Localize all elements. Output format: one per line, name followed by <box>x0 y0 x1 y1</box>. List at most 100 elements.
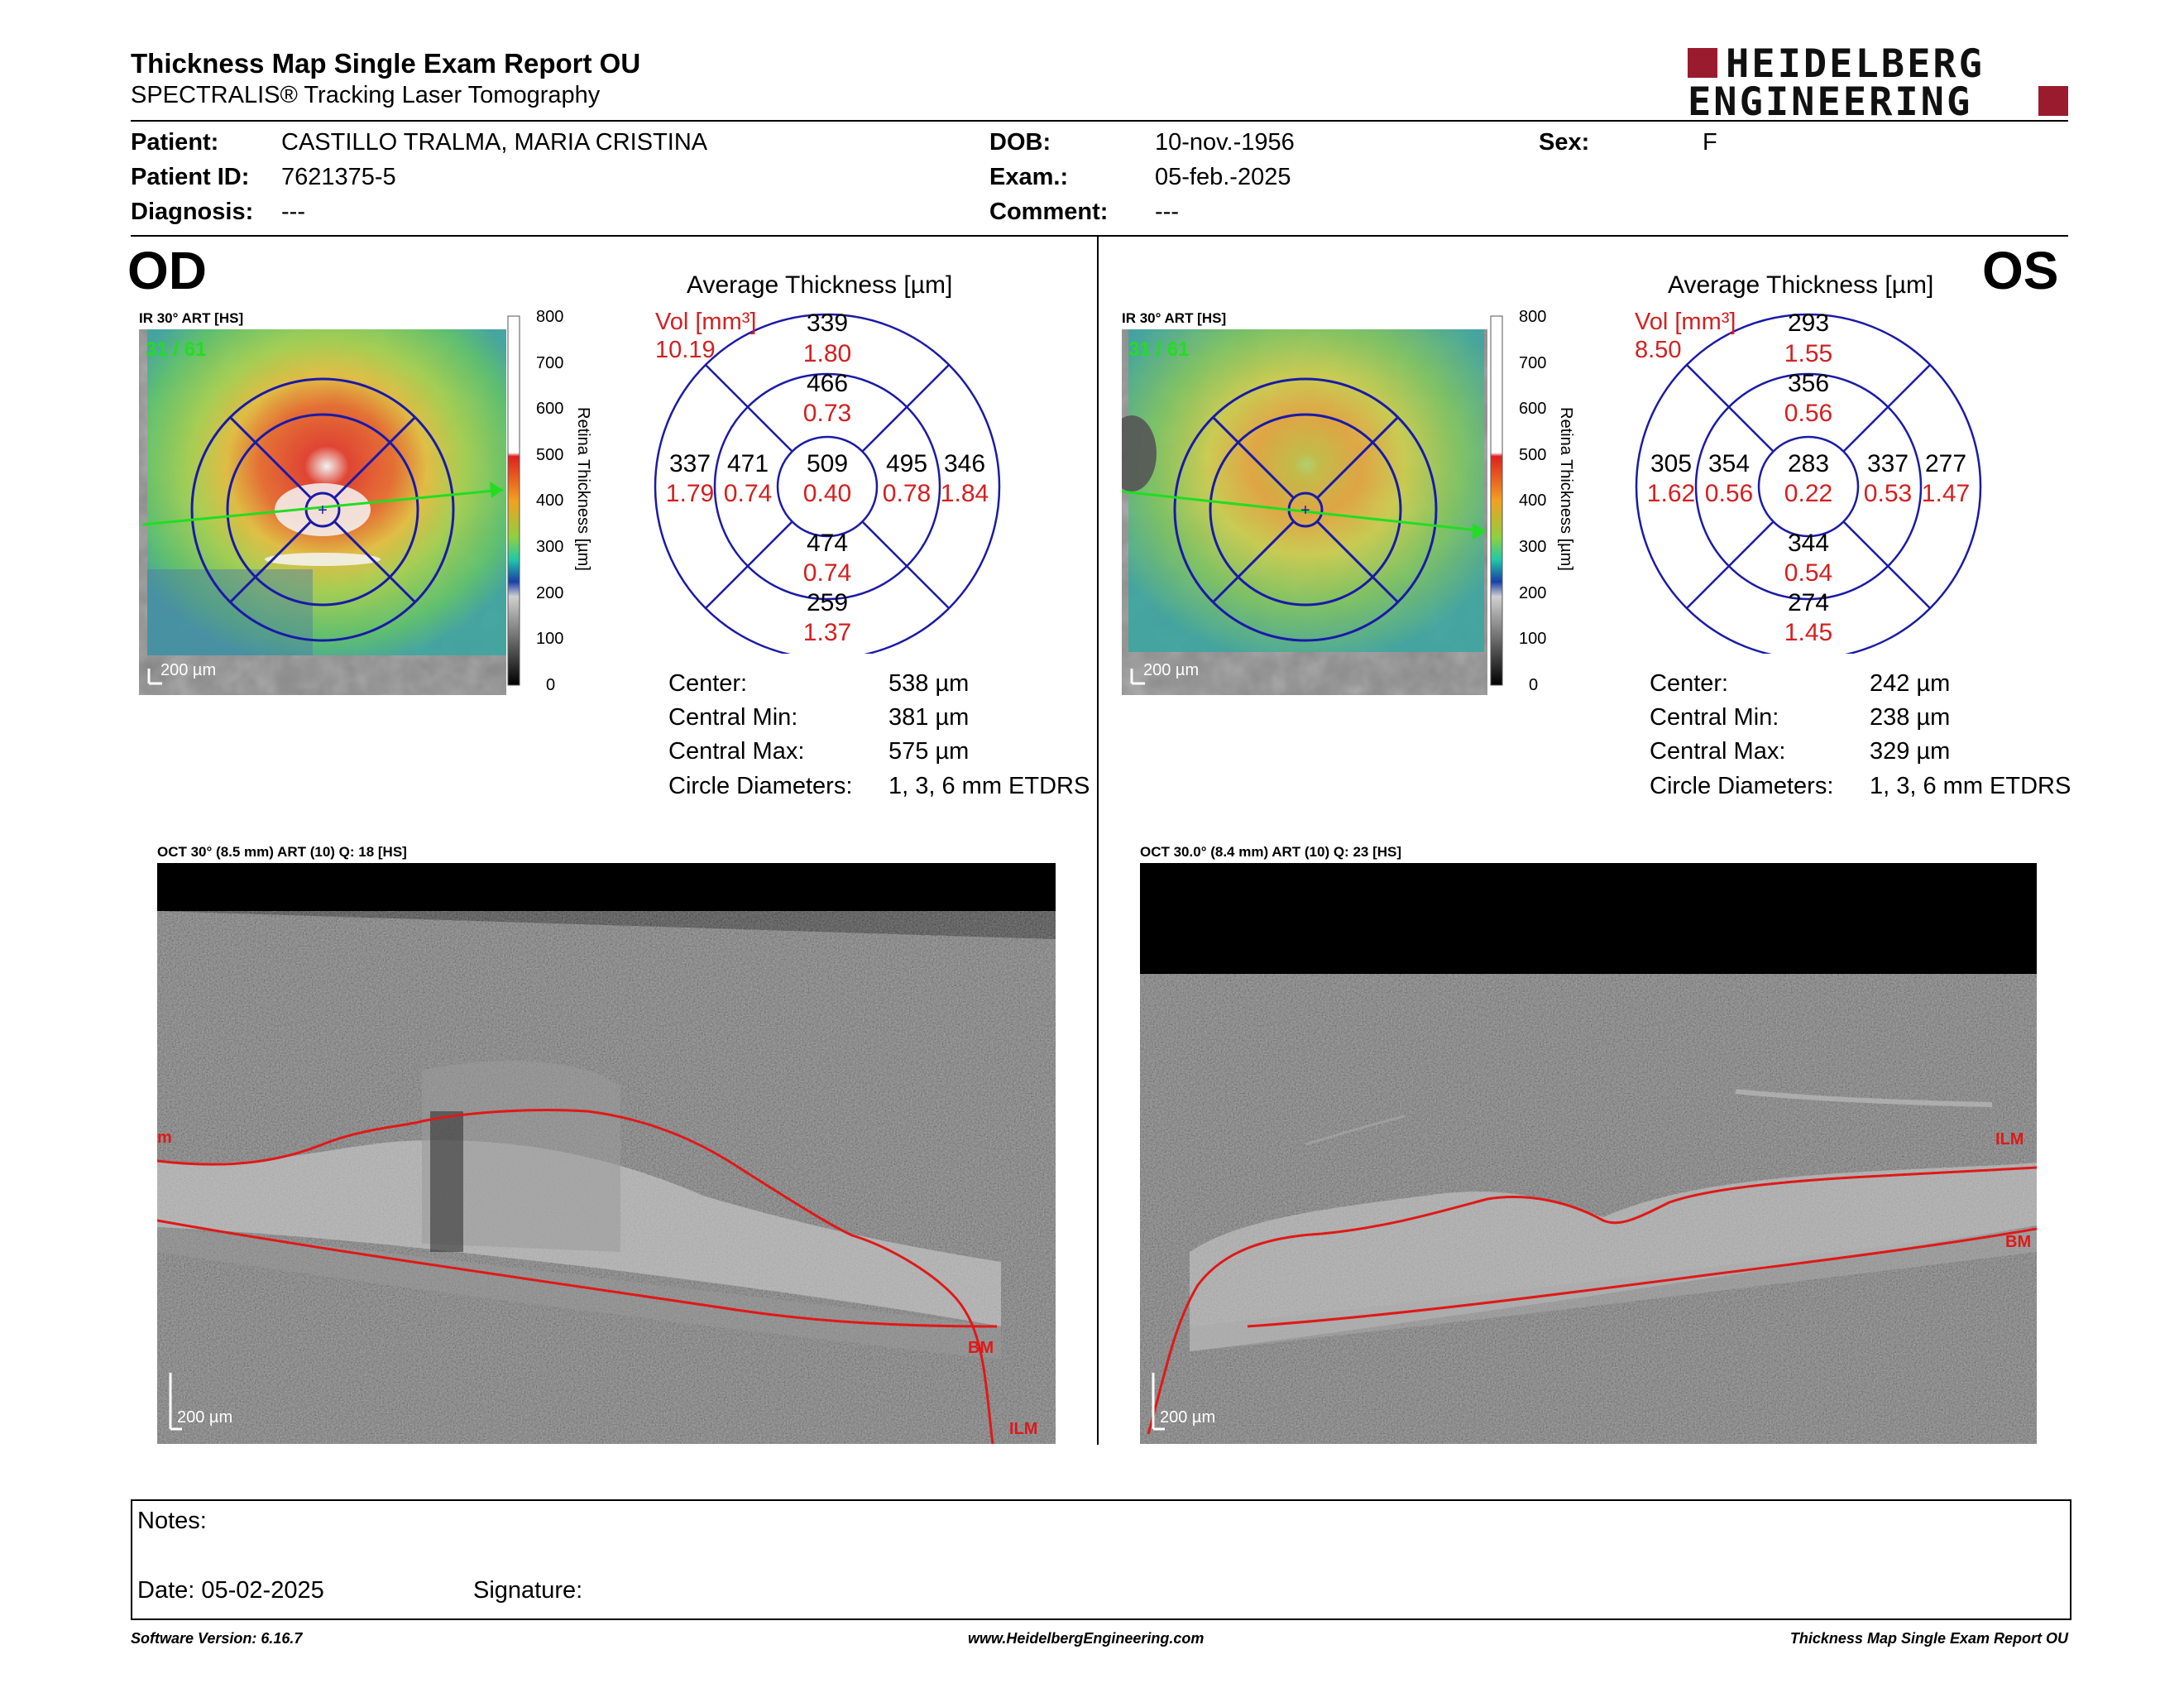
os-thickness-map: + 31 / 61 200 µm <box>1122 329 1487 695</box>
os-cbar-tick-0: 0 <box>1529 676 1538 694</box>
od-cbar-tick-500: 500 <box>536 446 563 464</box>
logo-line-1: HEIDELBERG <box>1726 41 1985 87</box>
os-cbar-label: Retina Thickness [µm] <box>1557 407 1575 571</box>
os-cbar-tick-700: 700 <box>1519 354 1546 372</box>
header-divider <box>131 120 2068 122</box>
os-vol-value: 8.50 <box>1635 337 1682 363</box>
od-cbar-tick-100: 100 <box>536 630 563 648</box>
od-inner-left-volume: 0.74 <box>724 480 772 507</box>
footer-report-title: Thickness Map Single Exam Report OU <box>1789 1630 2068 1647</box>
website-link[interactable]: www.HeidelbergEngineering.com <box>968 1630 1205 1647</box>
eye-divider <box>1097 237 1099 1445</box>
od-center-volume: 0.40 <box>803 480 851 507</box>
os-outer-sup-volume: 1.55 <box>1784 340 1832 367</box>
od-cbar-tick-0: 0 <box>546 676 555 694</box>
os-vol-label: Vol [mm³] <box>1635 309 1736 335</box>
od-cbar-tick-300: 300 <box>536 538 563 556</box>
notes-label: Notes: <box>137 1508 207 1534</box>
patient-label: Patient: <box>131 129 219 156</box>
od-inner-sup-thickness: 466 <box>807 370 848 397</box>
os-cbar-tick-300: 300 <box>1519 538 1546 556</box>
od-oct-title: OCT 30° (8.5 mm) ART (10) Q: 18 [HS] <box>157 844 407 860</box>
os-cbar-tick-400: 400 <box>1519 492 1546 510</box>
od-cbar-tick-800: 800 <box>536 308 563 326</box>
od-outer-left-volume: 1.79 <box>666 480 714 507</box>
od-center-value: 538 µm <box>888 670 970 697</box>
od-outer-right-thickness: 346 <box>944 450 985 477</box>
od-avg-title: Average Thickness [µm] <box>687 271 953 299</box>
os-circ-label: Circle Diameters: <box>1650 773 1834 799</box>
diagnosis-value: --- <box>281 199 305 225</box>
od-cbar-label: Retina Thickness [µm] <box>574 407 592 571</box>
od-circ-label: Circle Diameters: <box>668 773 853 799</box>
os-cmax-label: Central Max: <box>1650 738 1786 765</box>
patient-id-value: 7621375-5 <box>281 164 396 190</box>
os-volume-block: Vol [mm³] 8.50 <box>1635 308 1736 364</box>
od-cmin-value: 381 µm <box>888 704 970 731</box>
os-inner-inf-volume: 0.54 <box>1784 559 1832 587</box>
os-cbar-tick-200: 200 <box>1519 584 1546 602</box>
os-etdrs-grid: 293 1.55 356 0.56 283 0.22 354 0.56 337 … <box>1635 309 1982 654</box>
patient-id-label: Patient ID: <box>131 164 250 190</box>
od-ilm-left-label: m <box>157 1129 172 1147</box>
od-oct-bscan: m BM ILM 200 µm <box>157 863 1056 1444</box>
sex-value: F <box>1703 129 1717 156</box>
od-circ-value: 1, 3, 6 mm ETDRS <box>888 773 1090 799</box>
eye-label-os: OS <box>1982 241 2059 300</box>
od-inner-right-volume: 0.78 <box>883 480 931 507</box>
os-outer-right-thickness: 277 <box>1925 450 1966 477</box>
od-vol-value: 10.19 <box>655 337 716 363</box>
os-cbar-tick-600: 600 <box>1519 400 1546 418</box>
os-outer-left-thickness: 305 <box>1650 450 1692 477</box>
comment-label: Comment: <box>989 199 1109 225</box>
od-inner-inf-thickness: 474 <box>807 530 848 557</box>
os-ir-title: IR 30° ART [HS] <box>1122 310 1227 326</box>
report-title: Thickness Map Single Exam Report OU <box>131 48 641 79</box>
os-center-thickness: 283 <box>1788 450 1829 477</box>
patient-value: CASTILLO TRALMA, MARIA CRISTINA <box>281 129 708 156</box>
od-cbar-tick-400: 400 <box>536 492 563 510</box>
od-vol-label: Vol [mm³] <box>655 309 757 335</box>
os-inner-left-volume: 0.56 <box>1705 480 1753 507</box>
notes-box: Notes: Date: 05-02-2025 Signature: <box>131 1499 2071 1620</box>
od-inner-inf-volume: 0.74 <box>803 559 851 587</box>
od-cbar-tick-700: 700 <box>536 354 563 372</box>
signature-label: Signature: <box>473 1577 583 1604</box>
os-cbar-tick-500: 500 <box>1519 446 1546 464</box>
os-cmin-label: Central Min: <box>1650 704 1779 731</box>
os-outer-inf-volume: 1.45 <box>1784 619 1832 646</box>
od-map-scale: 200 µm <box>160 661 216 679</box>
od-etdrs-grid: 339 1.80 466 0.73 509 0.40 471 0.74 495 … <box>654 309 1001 654</box>
od-inner-left-thickness: 471 <box>727 450 769 477</box>
od-bm-label: BM <box>968 1339 994 1357</box>
od-oct-scale: 200 µm <box>177 1408 232 1427</box>
os-cmin-value: 238 µm <box>1870 704 1951 731</box>
dob-label: DOB: <box>989 129 1051 156</box>
os-cbar-tick-100: 100 <box>1519 630 1546 648</box>
os-cbar-tick-800: 800 <box>1519 308 1546 326</box>
diagnosis-label: Diagnosis: <box>131 199 254 225</box>
logo-line-2: ENGINEERING <box>1688 79 1973 125</box>
od-outer-left-thickness: 337 <box>669 450 711 477</box>
os-oct-bscan: ILM BM 200 µm <box>1140 863 2037 1444</box>
od-outer-right-volume: 1.84 <box>941 480 989 507</box>
od-outer-sup-thickness: 339 <box>807 309 848 337</box>
os-inner-sup-volume: 0.56 <box>1784 400 1832 427</box>
exam-label: Exam.: <box>989 164 1069 190</box>
exam-value: 05-feb.-2025 <box>1155 164 1291 190</box>
patient-divider <box>131 235 2068 237</box>
os-inner-right-volume: 0.53 <box>1864 480 1912 507</box>
os-cmax-value: 329 µm <box>1870 738 1951 765</box>
od-inner-sup-volume: 0.73 <box>803 400 851 427</box>
od-outer-inf-volume: 1.37 <box>803 619 851 646</box>
os-inner-right-thickness: 337 <box>1867 450 1909 477</box>
os-colorbar: 800 700 600 500 400 300 200 100 0 Retina… <box>1490 308 1575 694</box>
od-thickness-map: + 31 / 61 200 µm <box>139 329 506 695</box>
svg-text:+: + <box>318 501 328 520</box>
os-center-label: Center: <box>1650 670 1729 697</box>
od-cbar-tick-600: 600 <box>536 400 563 418</box>
date-label: Date: 05-02-2025 <box>137 1577 324 1604</box>
sex-label: Sex: <box>1539 129 1590 156</box>
od-ilm-label: ILM <box>1009 1420 1037 1438</box>
os-ilm-label: ILM <box>1995 1130 2024 1149</box>
